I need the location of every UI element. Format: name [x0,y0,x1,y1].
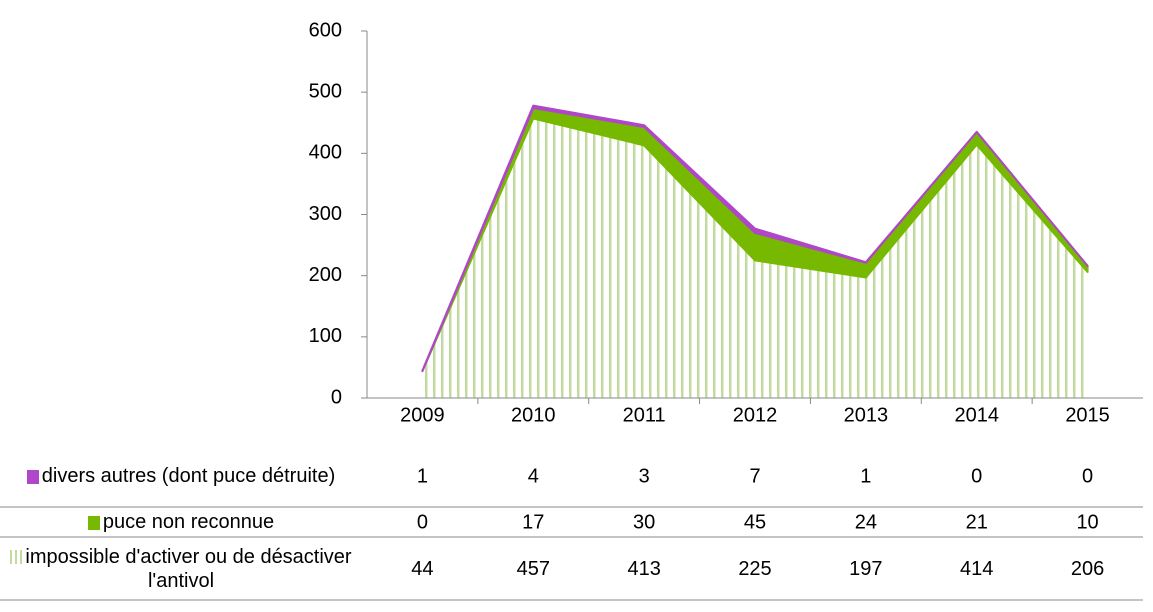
table-value: 457 [517,558,550,580]
table-value: 197 [849,558,882,580]
area [421,104,1089,373]
x-tick-label: 2012 [733,404,778,426]
area [422,118,1088,399]
y-tick-label: 600 [309,19,342,41]
table-value: 21 [966,511,988,533]
table-value: 1 [417,465,428,487]
table-value: 17 [522,511,544,533]
y-tick-label: 0 [331,386,342,408]
x-tick-label: 2009 [400,404,445,426]
y-tick-label: 100 [309,325,342,347]
x-tick-label: 2013 [844,404,889,426]
table-value: 0 [971,465,982,487]
table-value: 1 [860,465,871,487]
legend-key [10,550,23,565]
table-value: 7 [749,465,760,487]
x-tick-label: 2010 [511,404,556,426]
table-value: 4 [528,465,539,487]
table-value: 24 [855,511,877,533]
legend-entry: puce non reconnue [0,507,362,537]
table-value: 45 [744,511,766,533]
legend-entry: impossible d'activer ou de désactiver l'… [0,537,362,600]
legend-cell: impossible d'activer ou de désactiver l'… [0,537,362,600]
y-tick-label: 200 [309,264,342,286]
table-value: 413 [627,558,660,580]
x-tick-label: 2014 [954,404,999,426]
table-value: 44 [411,558,433,580]
legend-cell: puce non reconnue [0,507,362,537]
legend-label: divers autres (dont puce détruite) [41,465,336,487]
y-tick-label: 400 [309,142,342,164]
table-value: 0 [1082,465,1093,487]
legend-key [26,469,39,484]
legend-cell: divers autres (dont puce détruite) [0,445,362,507]
table-value: 225 [738,558,771,580]
table-value: 206 [1071,558,1104,580]
x-tick-label: 2015 [1065,404,1110,426]
legend-key [87,515,100,530]
y-tick-label: 500 [309,80,342,102]
legend-label: puce non reconnue [102,511,275,533]
table-value: 0 [417,511,428,533]
table-value: 3 [639,465,650,487]
legend-entry: divers autres (dont puce détruite) [0,445,362,507]
legend-label: impossible d'activer ou de désactiver l'… [25,545,352,592]
y-tick-label: 300 [309,203,342,225]
table-value: 414 [960,558,993,580]
table-value: 30 [633,511,655,533]
table-value: 10 [1076,511,1098,533]
x-tick-label: 2011 [623,404,666,426]
